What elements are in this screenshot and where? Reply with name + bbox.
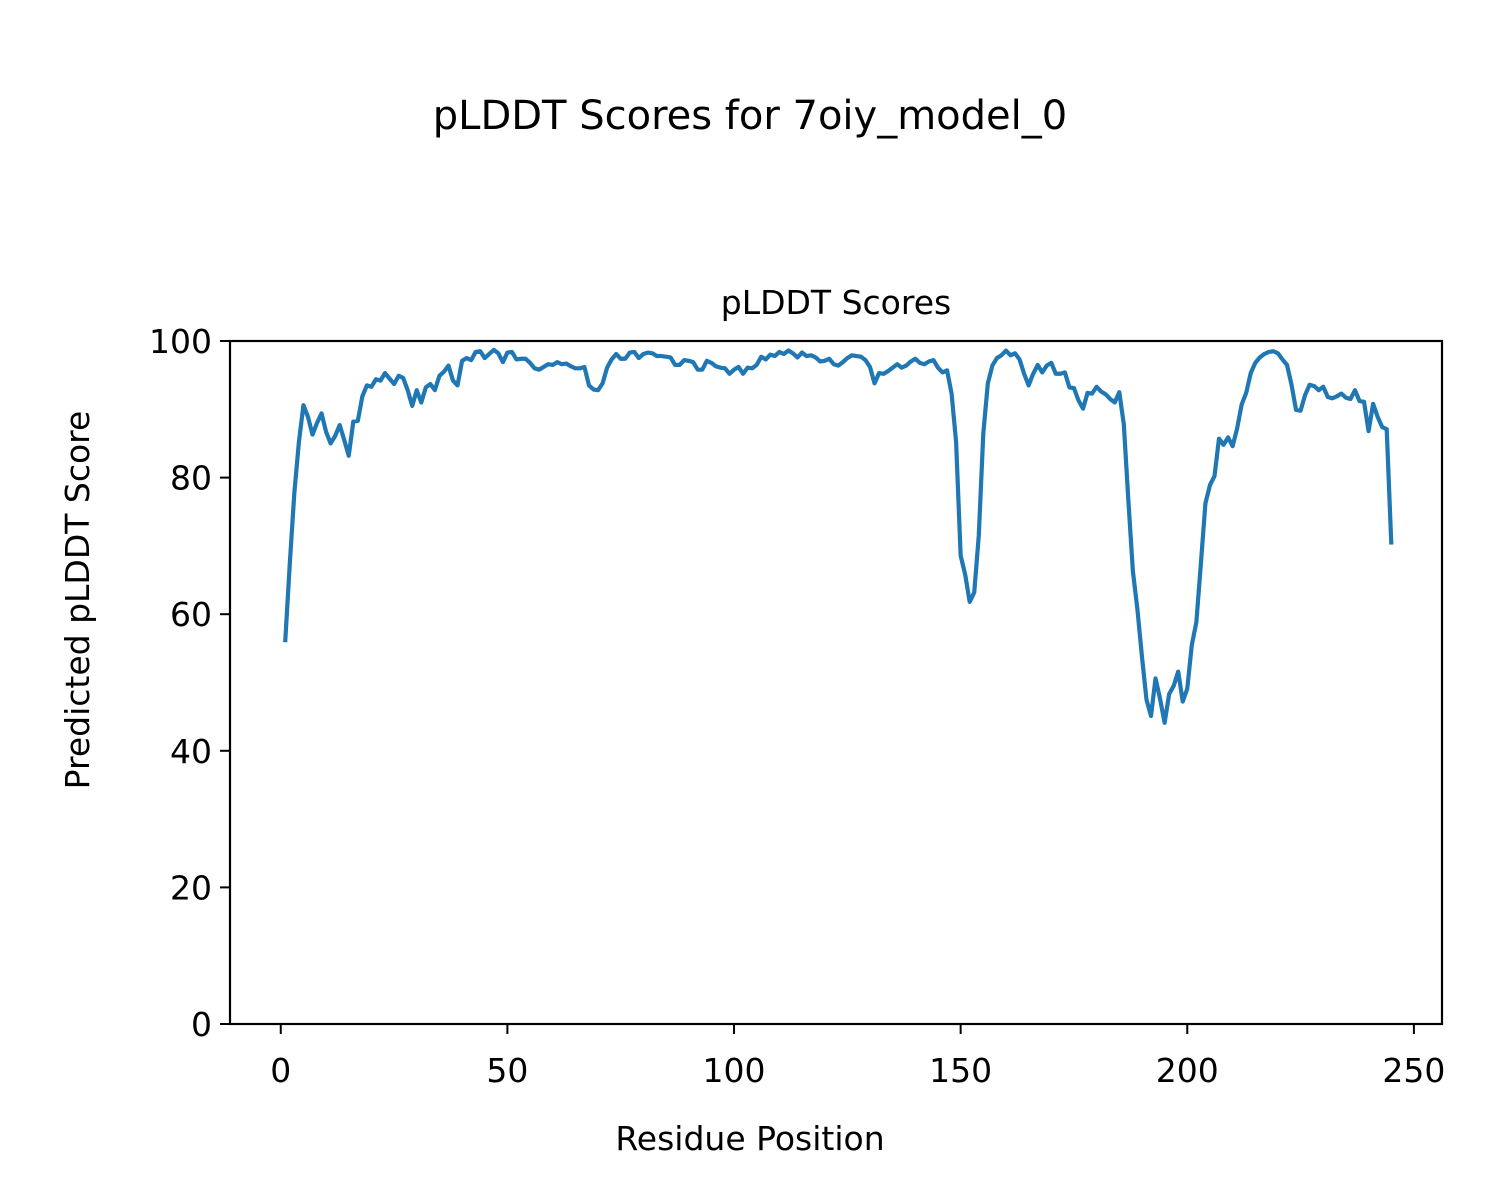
figure-title: pLDDT Scores for 7oiy_model_0 — [432, 93, 1068, 139]
y-tick-label: 20 — [170, 868, 212, 907]
x-tick-label: 100 — [703, 1051, 766, 1090]
y-tick-label: 80 — [170, 459, 212, 498]
series-line — [283, 347, 1394, 725]
y-tick-label: 0 — [191, 1005, 212, 1044]
y-tick-label: 60 — [170, 595, 212, 634]
plot-title: pLDDT Scores — [721, 283, 951, 322]
series-layer — [283, 347, 1394, 725]
x-tick-label: 0 — [270, 1051, 291, 1090]
x-tick-label: 200 — [1156, 1051, 1219, 1090]
x-axis-title: Residue Position — [615, 1119, 884, 1158]
x-tick-label: 50 — [486, 1051, 528, 1090]
y-axis-title: Predicted pLDDT Score — [58, 411, 97, 790]
x-tick-label: 250 — [1382, 1051, 1445, 1090]
plot-frame — [228, 339, 1444, 1026]
y-tick-label: 40 — [170, 732, 212, 771]
y-tick-label: 100 — [149, 322, 212, 361]
x-tick-label: 150 — [929, 1051, 992, 1090]
axis-ticks: 0 50 100 150 200 250 0 20 40 60 80 100 — [149, 322, 1445, 1090]
